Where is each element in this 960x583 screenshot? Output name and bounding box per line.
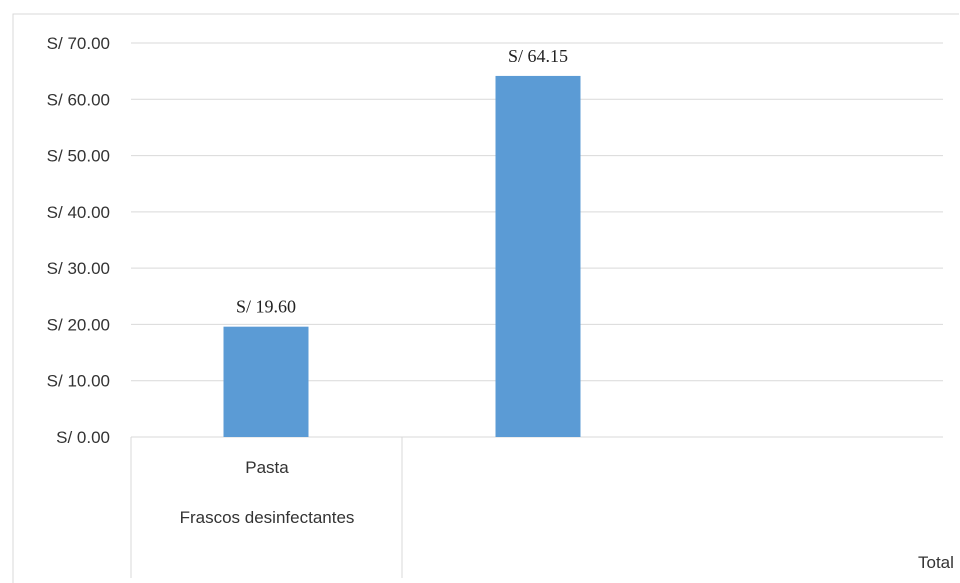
y-tick-label: S/ 40.00 <box>47 203 110 222</box>
y-axis-tick-labels: S/ 0.00 S/ 10.00 S/ 20.00 S/ 30.00 S/ 40.00 S… <box>47 34 110 447</box>
bar <box>495 75 581 438</box>
y-tick-label: S/ 30.00 <box>47 259 110 278</box>
y-tick-label: S/ 0.00 <box>56 428 110 447</box>
bar <box>223 326 309 437</box>
y-tick-label: S/ 50.00 <box>47 147 110 166</box>
bars <box>223 75 581 438</box>
y-tick-label: S/ 60.00 <box>47 90 110 109</box>
chart-border <box>12 13 959 583</box>
category-label-pasta: Pasta <box>245 458 289 477</box>
category-axis: Pasta Frascos desinfectantes Total <box>130 437 954 578</box>
category-label-total: Total <box>918 553 954 572</box>
y-tick-label: S/ 70.00 <box>47 34 110 53</box>
y-tick-label: S/ 10.00 <box>47 372 110 391</box>
bar-data-label: S/ 64.15 <box>508 46 568 66</box>
data-labels: S/ 19.60 S/ 64.15 <box>236 46 568 317</box>
category-group-label: Frascos desinfectantes <box>180 508 355 527</box>
bar-data-label: S/ 19.60 <box>236 297 296 317</box>
y-tick-label: S/ 20.00 <box>47 315 110 334</box>
